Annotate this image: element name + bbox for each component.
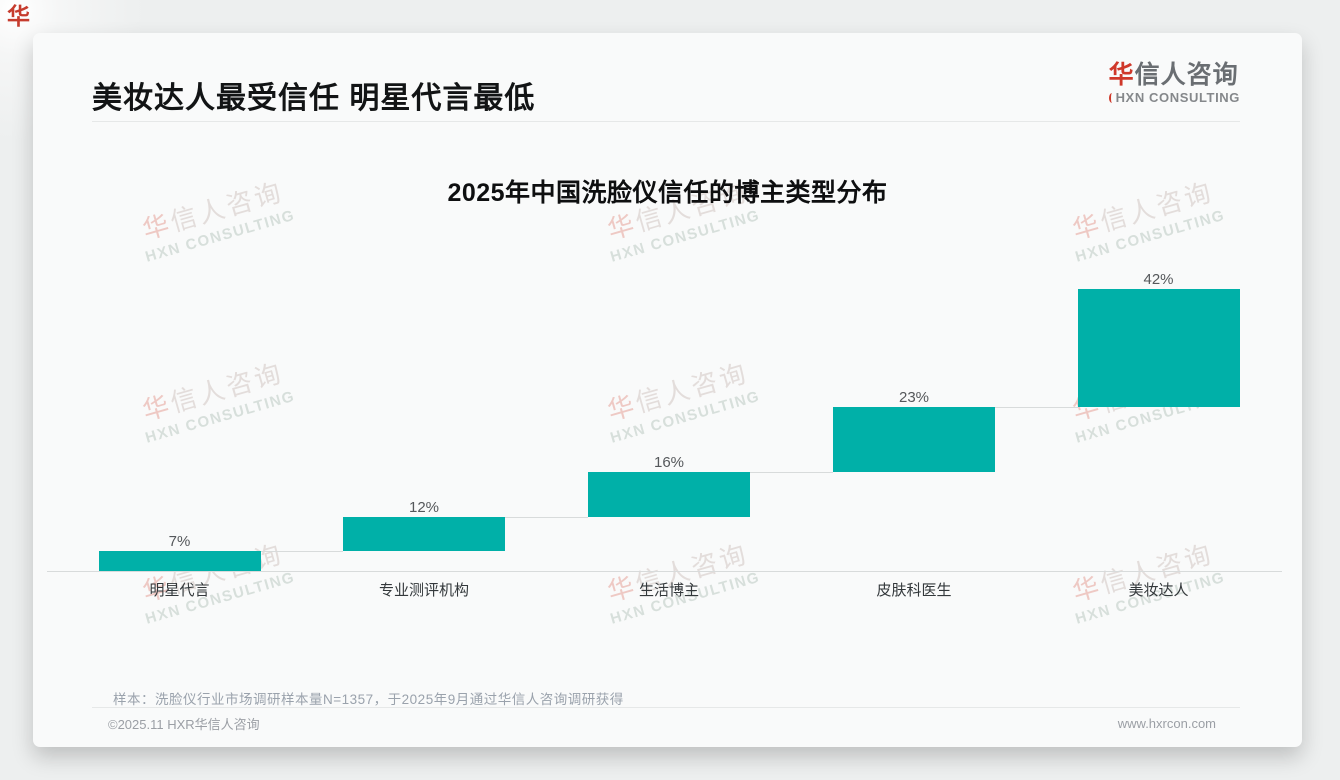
bar-category-label: 明星代言 (149, 582, 210, 599)
waterfall-bar (1077, 289, 1240, 408)
bar-value-label: 16% (653, 454, 685, 472)
waterfall-chart: 7% 明星代言 12% 专业测评机构 16% 生活博主 23% 皮肤科医生 42% 美妆达人 (33, 33, 1302, 747)
brand-logo-gray-chars: 信人咨询 (1134, 61, 1239, 89)
connector-line (750, 472, 833, 474)
bar-value-label: 7% (168, 533, 191, 551)
bar-category-label: 生活博主 (638, 582, 699, 599)
header-divider (92, 121, 1240, 122)
waterfall-bar (98, 551, 261, 571)
x-axis-line (47, 571, 1282, 572)
waterfall-bar (833, 407, 995, 473)
logo-accent-mark (1108, 92, 1115, 103)
brand-logo: 华信人咨询 HXN CONSULTING (1108, 60, 1240, 105)
chart-title: 2025年中国洗脸仪信任的博主类型分布 (447, 179, 888, 207)
corner-brand-mark: 华 (7, 3, 30, 29)
bar-category-label: 专业测评机构 (378, 582, 469, 599)
footer-divider (92, 707, 1240, 708)
footer-bar: ©2025.11 HXR华信人咨询 www.hxrcon.com (108, 714, 1216, 733)
bar-value-label: 42% (1143, 271, 1174, 288)
connector-line (260, 551, 343, 553)
bar-value-label: 23% (898, 389, 930, 407)
connector-line (995, 407, 1078, 409)
brand-logo-chinese: 华信人咨询 (1109, 60, 1240, 90)
website-link[interactable]: www.hxrcon.com (1117, 716, 1216, 731)
waterfall-bar (588, 472, 750, 518)
brand-logo-red-char: 华 (1108, 61, 1135, 89)
sample-note: 样本：洗脸仪行业市场调研样本量N=1357，于2025年9月通过华信人咨询调研获… (113, 692, 624, 707)
bar-category-label: 美妆达人 (1128, 582, 1189, 599)
copyright-text: ©2025.11 HXR华信人咨询 (108, 717, 260, 732)
brand-logo-english-text: HXN CONSULTING (1115, 90, 1240, 105)
bar-category-label: 皮肤科医生 (876, 582, 952, 599)
bar-value-label: 12% (408, 499, 440, 517)
brand-logo-english: HXN CONSULTING (1108, 90, 1240, 105)
waterfall-bar (343, 517, 505, 552)
report-card: 华信人咨询 HXN CONSULTING 华信人咨询 HXN CONSULTING 华信… (33, 33, 1302, 747)
connector-line (505, 517, 588, 519)
page-title: 美妆达人最受信任 明星代言最低 (92, 82, 536, 115)
